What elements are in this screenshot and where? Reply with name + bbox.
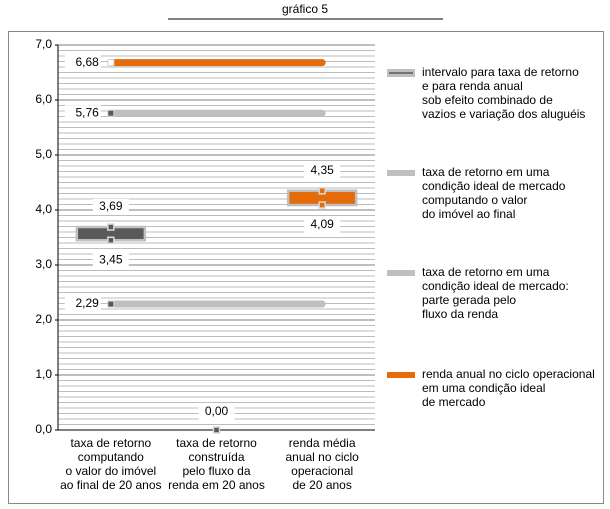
- y-tick-label: 4,0: [35, 202, 52, 216]
- data-label: 3,45: [99, 252, 123, 266]
- chart-frame: [8, 31, 604, 504]
- level-marker: [107, 300, 115, 308]
- x-tick-label: taxa de retorno construída pelo fluxo da re…: [168, 436, 265, 492]
- y-tick-label: 6,0: [35, 92, 52, 106]
- data-label-bg: [64, 296, 101, 313]
- data-label: 5,76: [75, 105, 99, 119]
- data-label: 6,68: [75, 55, 99, 69]
- range-marker-low: [318, 201, 326, 209]
- legend-label: taxa de retorno em uma condição ideal de …: [422, 165, 566, 221]
- data-label-bg: [304, 217, 341, 234]
- legend-label: renda anual no ciclo operacional em uma c…: [422, 367, 595, 409]
- data-label: 3,69: [99, 199, 123, 213]
- x-tick-label: taxa de retorno computando o valor do imóv…: [60, 436, 161, 492]
- x-tick-label: renda média anual no ciclo operacional de 2…: [285, 436, 359, 492]
- data-label: 4,09: [310, 217, 334, 231]
- range-marker-high: [107, 223, 115, 231]
- y-tick-label: 0,0: [35, 422, 52, 436]
- y-tick-label: 5,0: [35, 147, 52, 161]
- y-tick-label: 7,0: [35, 37, 52, 51]
- legend-label: intervalo para taxa de retorno e para ren…: [422, 65, 585, 121]
- data-label-bg: [64, 105, 101, 122]
- data-label: 4,35: [310, 163, 334, 177]
- chart-title: gráfico 5: [282, 2, 328, 16]
- range-marker-low: [107, 236, 115, 244]
- range-marker-high: [318, 187, 326, 195]
- level-marker: [107, 59, 115, 67]
- data-label-bg: [198, 404, 235, 420]
- level-marker: [107, 109, 115, 117]
- data-label: 0,00: [205, 404, 229, 418]
- data-label-bg: [304, 162, 341, 179]
- data-label-bg: [64, 54, 101, 71]
- data-label-bg: [92, 199, 129, 216]
- y-tick-label: 1,0: [35, 367, 52, 381]
- range-marker-low: [212, 426, 221, 434]
- data-label: 2,29: [75, 296, 99, 310]
- y-tick-label: 2,0: [35, 312, 52, 326]
- legend-label: taxa de retorno em uma condição ideal de …: [422, 265, 569, 321]
- data-label-bg: [92, 252, 129, 269]
- y-tick-label: 3,0: [35, 257, 52, 271]
